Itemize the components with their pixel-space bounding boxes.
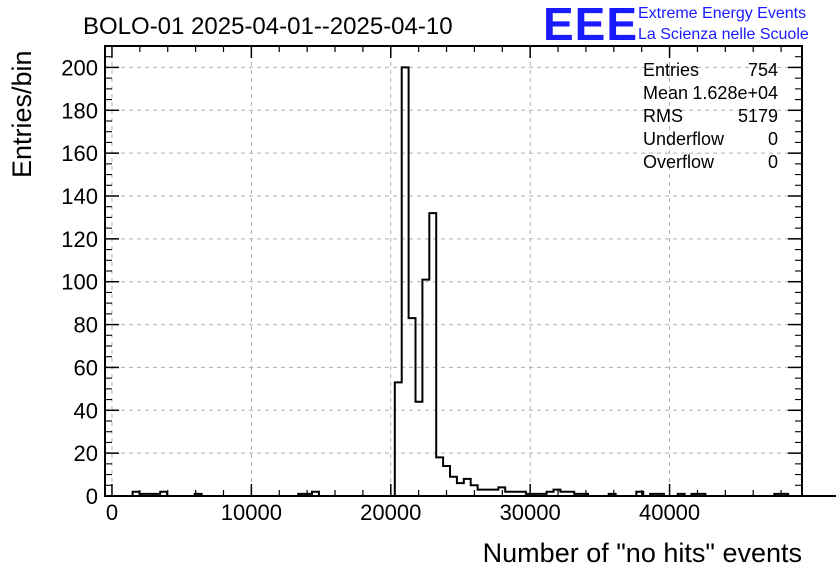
x-tick-labels: 0 10000 20000 30000 40000 [106,500,700,525]
histogram-bin-48 [436,457,443,496]
y-tick-label-7: 140 [61,184,98,209]
grid-lines [105,46,802,496]
y-tick-label-10: 200 [61,55,98,80]
logo-line-1: Extreme Energy Events [638,5,806,22]
histogram-bin-45 [416,402,423,496]
histogram-bin-46 [422,280,429,496]
axis-ticks [105,46,802,497]
stat-label-overflow: Overflow [643,152,715,172]
y-tick-label-3: 60 [74,355,98,380]
stat-value-entries: 754 [748,60,778,80]
y-tick-label-2: 40 [74,398,98,423]
eee-logo: EEE Extreme Energy Events La Scienza nel… [543,0,809,50]
y-tick-label-0: 0 [86,484,98,509]
y-tick-label-8: 160 [61,141,98,166]
histogram-bin-51 [457,483,464,496]
logo-line-2: La Scienza nelle Scuole [638,26,809,43]
stat-label-rms: RMS [643,106,683,126]
x-tick-label-4: 40000 [639,500,700,525]
y-axis-label: Entries/bin [7,50,37,178]
stat-value-underflow: 0 [768,129,778,149]
y-tick-label-5: 100 [61,270,98,295]
x-tick-label-2: 20000 [360,500,421,525]
histogram-bin-50 [450,477,457,496]
x-tick-label-0: 0 [106,500,118,525]
stat-value-overflow: 0 [768,152,778,172]
histogram-bin-42 [395,382,402,496]
y-tick-labels: 0 20 40 60 80 100 120 140 160 180 200 [61,55,98,509]
stats-box: Entries 754 Mean 1.628e+04 RMS 5179 Underflow 0… [643,60,778,172]
stat-label-entries: Entries [643,60,699,80]
x-axis-label: Number of "no hits" events [483,538,802,568]
y-tick-label-1: 20 [74,441,98,466]
histogram-bin-44 [409,318,416,496]
stat-value-rms: 5179 [738,106,778,126]
y-tick-label-9: 180 [61,98,98,123]
y-tick-label-6: 120 [61,227,98,252]
plot-frame [104,45,803,497]
histogram-bin-52 [464,479,471,496]
y-tick-label-4: 80 [74,313,98,338]
stat-label-mean: Mean [643,83,688,103]
x-tick-label-1: 10000 [221,500,282,525]
stat-value-mean: 1.628e+04 [692,83,778,103]
x-tick-label-3: 30000 [500,500,561,525]
logo-mark: EEE [543,0,638,50]
stat-label-underflow: Underflow [643,129,725,149]
chart-title: BOLO-01 2025-04-01--2025-04-10 [83,13,453,40]
histogram-outline [105,66,836,497]
